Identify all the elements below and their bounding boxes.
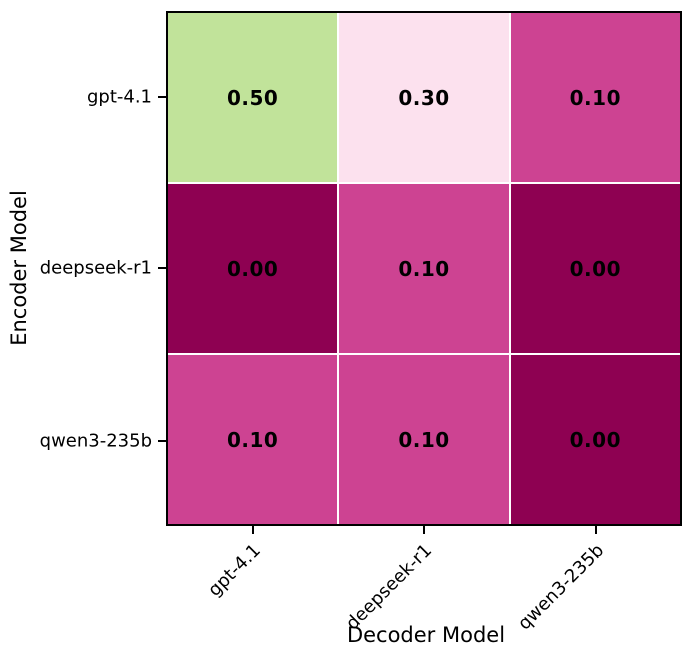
heatmap-cell-r2c1: 0.10 bbox=[339, 355, 509, 524]
y-tick-label-qwen3-235b: qwen3-235b bbox=[39, 430, 152, 452]
cell-value: 0.00 bbox=[569, 256, 621, 281]
y-tick-mark bbox=[158, 267, 166, 269]
y-tick-label-deepseek-r1: deepseek-r1 bbox=[39, 257, 152, 279]
x-tick-mark bbox=[252, 526, 254, 534]
y-tick-mark bbox=[158, 440, 166, 442]
cell-value: 0.10 bbox=[398, 427, 450, 452]
heatmap-cell-r2c0: 0.10 bbox=[168, 355, 338, 524]
cell-value: 0.00 bbox=[569, 427, 621, 452]
x-tick-label-deepseek-r1: deepseek-r1 bbox=[341, 540, 436, 635]
y-tick-mark bbox=[158, 96, 166, 98]
heatmap-cell-r0c2: 0.10 bbox=[510, 13, 680, 182]
cell-value: 0.10 bbox=[569, 85, 621, 110]
heatmap-cell-r0c1: 0.30 bbox=[339, 13, 509, 182]
heatmap-cell-r2c2: 0.00 bbox=[510, 355, 680, 524]
y-axis-label: Encoder Model bbox=[7, 190, 31, 346]
heatmap-cell-r1c0: 0.00 bbox=[168, 184, 338, 353]
x-tick-label-gpt-4.1: gpt-4.1 bbox=[204, 540, 265, 601]
heatmap-grid: 0.50 0.30 0.10 0.00 0.10 0.00 0.10 0.10 0.00 bbox=[166, 11, 682, 526]
cell-value: 0.10 bbox=[398, 256, 450, 281]
heatmap-cell-r1c2: 0.00 bbox=[510, 184, 680, 353]
cell-value: 0.50 bbox=[226, 85, 279, 110]
x-tick-mark bbox=[595, 526, 597, 534]
x-tick-mark bbox=[423, 526, 425, 534]
heatmap-cell-r0c0: 0.50 bbox=[168, 13, 338, 182]
cell-value: 0.10 bbox=[226, 427, 279, 452]
cell-value: 0.30 bbox=[398, 85, 450, 110]
cell-value: 0.00 bbox=[226, 256, 279, 281]
heatmap-cell-r1c1: 0.10 bbox=[339, 184, 509, 353]
y-tick-label-gpt-4.1: gpt-4.1 bbox=[86, 86, 152, 108]
x-axis-label: Decoder Model bbox=[346, 623, 506, 647]
x-tick-label-qwen3-235b: qwen3-235b bbox=[513, 540, 608, 635]
